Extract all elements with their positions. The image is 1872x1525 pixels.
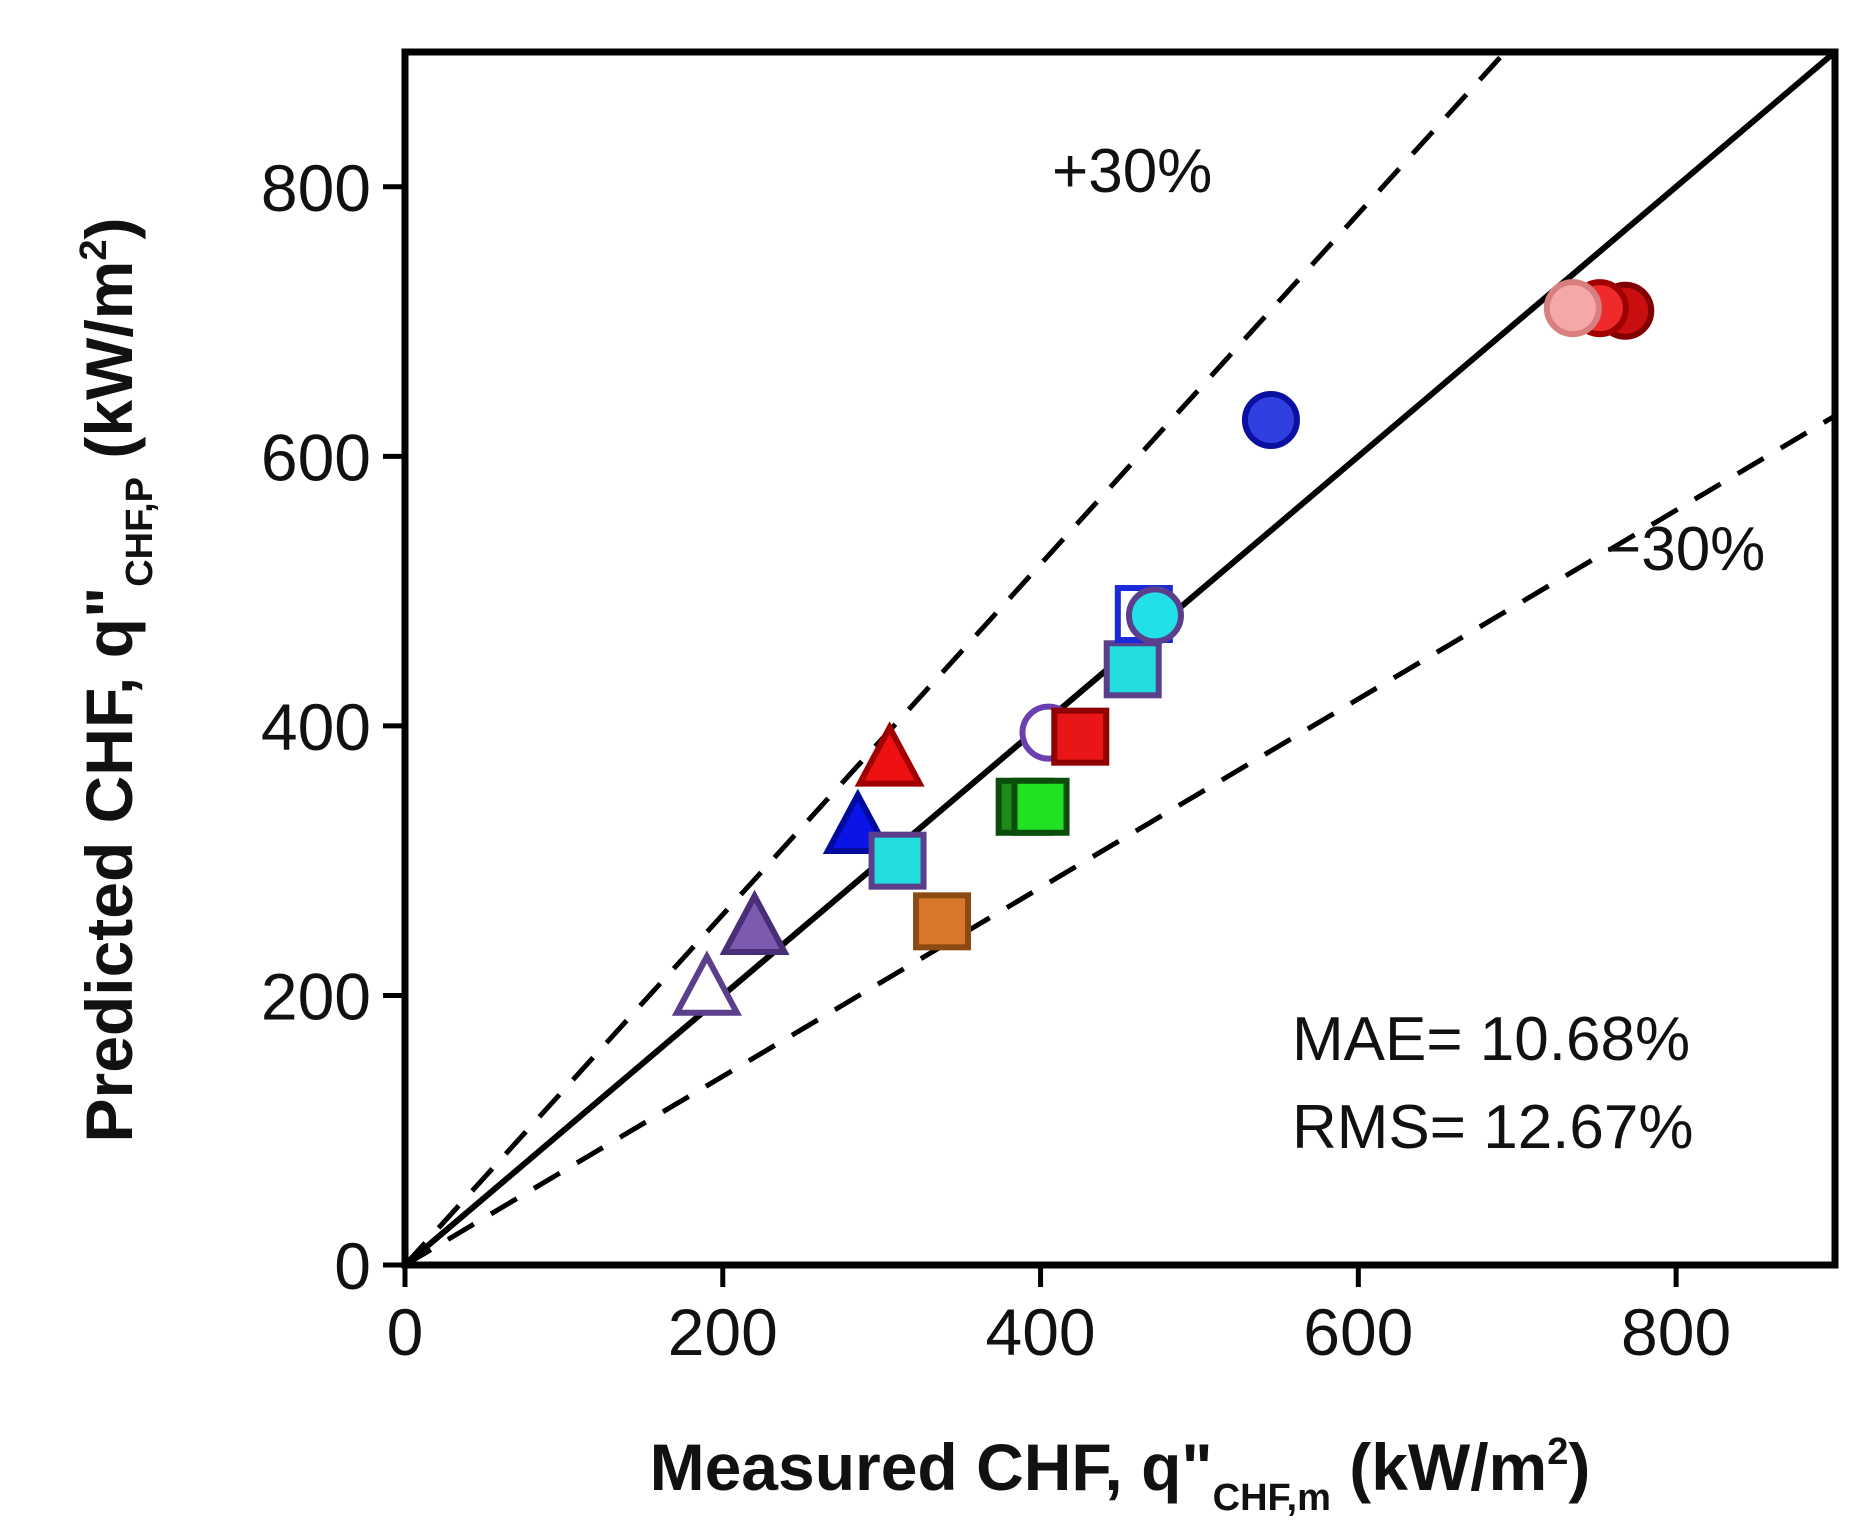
x-tick-label: 400: [985, 1295, 1095, 1369]
y-tick-label: 200: [261, 959, 371, 1033]
data-point-circle: [1543, 279, 1602, 338]
plot-frame: [401, 48, 1839, 1269]
y-axis-title: Predicted CHF, q"CHF,P (kW/m2): [72, 218, 161, 1143]
data-markers: [671, 279, 1655, 1016]
y-tick-label: 600: [261, 420, 371, 494]
x-tick-label: 600: [1303, 1295, 1413, 1369]
y-tick-label: 0: [334, 1229, 371, 1303]
x-tick-label: 200: [668, 1295, 778, 1369]
reference-line-minus-30: [405, 413, 1835, 1265]
x-tick-label: 0: [387, 1295, 424, 1369]
rms-label: RMS= 12.67%: [1292, 1093, 1694, 1162]
data-point-triangle: [671, 950, 742, 1016]
y-tick-label: 400: [261, 690, 371, 764]
x-tick-label: 800: [1621, 1295, 1731, 1369]
x-axis-ticks: 0 200 400 600 800: [387, 1265, 1731, 1369]
data-point-triangle: [719, 889, 790, 956]
data-point-square: [1011, 777, 1070, 836]
data-point-circle: [1125, 586, 1184, 645]
x-axis-title: Measured CHF, q"CHF,m (kW/m2): [650, 1430, 1591, 1519]
minus30-label: −30%: [1605, 515, 1765, 584]
y-axis-ticks: 0 200 400 600 800: [261, 151, 405, 1303]
y-tick-label: 800: [261, 151, 371, 225]
reference-line-plus-30: [405, 52, 1509, 1265]
data-point-square: [1103, 640, 1162, 699]
data-point-triangle: [854, 721, 925, 787]
mae-label: MAE= 10.68%: [1292, 1005, 1690, 1074]
data-point-square: [1051, 707, 1110, 766]
data-point-square: [868, 831, 927, 890]
plus30-label: +30%: [1052, 137, 1212, 206]
data-point-square: [913, 892, 972, 951]
data-point-circle: [1241, 390, 1300, 449]
